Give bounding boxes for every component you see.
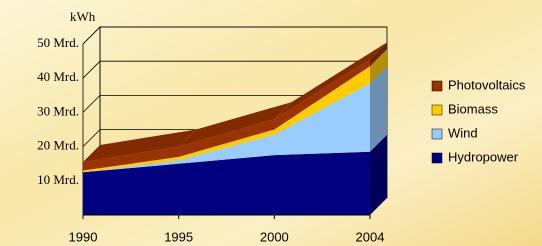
legend-label: Biomass bbox=[448, 101, 498, 116]
y-tick-label: 10 Mrd. bbox=[37, 172, 79, 187]
legend-swatch bbox=[432, 129, 442, 139]
x-tick-label: 1990 bbox=[69, 229, 98, 244]
legend-swatch bbox=[432, 81, 442, 91]
legend-label: Hydropower bbox=[448, 149, 519, 164]
y-tick-label: 50 Mrd. bbox=[37, 35, 79, 50]
legend-swatch bbox=[432, 153, 442, 163]
y-tick-label: 20 Mrd. bbox=[37, 138, 79, 153]
y-axis-label: kWh bbox=[70, 9, 96, 24]
legend-label: Photovoltaics bbox=[448, 77, 526, 92]
page: {"chart_data": {"type": "area3d", "stack… bbox=[0, 0, 542, 246]
x-tick-label: 2000 bbox=[260, 229, 289, 244]
legend-swatch bbox=[432, 105, 442, 115]
x-tick-label: 1995 bbox=[164, 229, 193, 244]
chart: kWh 10 Mrd. 20 Mrd. 30 Mrd. 40 Mrd. 50 Mrd. 1… bbox=[0, 0, 542, 246]
x-tick-label: 2004 bbox=[356, 229, 385, 244]
legend-label: Wind bbox=[448, 125, 478, 140]
y-tick-label: 40 Mrd. bbox=[37, 69, 79, 84]
y-tick-label: 30 Mrd. bbox=[37, 103, 79, 118]
